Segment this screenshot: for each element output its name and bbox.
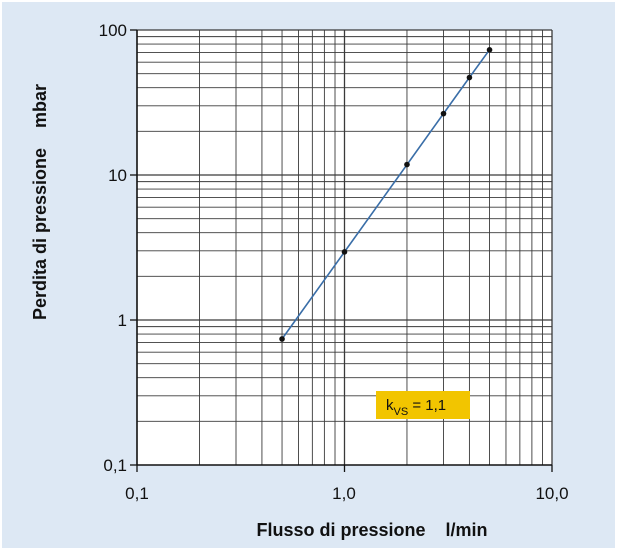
kvs-value: = 1,1 [408,397,446,414]
data-point [440,110,447,117]
x-tick-label: 0,1 [125,484,149,503]
y-tick-label: 1 [118,311,127,330]
data-point [279,336,285,342]
kvs-annotation-label: kVS = 1,1 [386,397,446,418]
y-tick-label: 0,1 [103,456,127,475]
data-point [404,161,410,168]
kvs-annotation: kVS = 1,1 [376,391,470,419]
y-tick-label: 100 [99,21,127,40]
y-tick-label: 10 [108,166,127,185]
kvs-annotation-box [376,391,470,419]
data-point [466,74,473,81]
x-tick-label: 1,0 [332,484,356,503]
kvs-symbol: k [386,397,394,414]
kvs-subscript: VS [394,406,409,418]
y-axis-label: Perdita di pressione mbar [30,84,50,320]
data-point [486,47,493,53]
data-point [341,249,348,255]
axes [130,29,553,472]
grid [137,29,553,465]
data-series [279,47,493,342]
x-axis-label: Flusso di pressione l/min [256,520,487,540]
series-line [281,49,491,340]
tick-labels: 100 10 1 0,1 0,1 1,0 10,0 [99,21,569,503]
x-tick-label: 10,0 [535,484,568,503]
